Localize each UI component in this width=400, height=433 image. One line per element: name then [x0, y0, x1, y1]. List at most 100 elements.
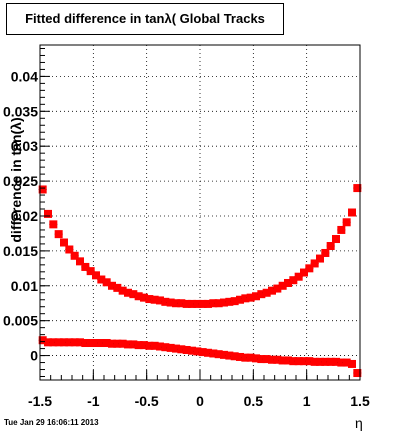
- data-point-series-2: [300, 357, 308, 366]
- data-point-series-2: [252, 354, 260, 363]
- data-point-series-2: [166, 343, 175, 352]
- data-point-series-2: [60, 338, 68, 347]
- data-point-series-2: [230, 352, 239, 361]
- data-point-series-2: [353, 369, 362, 378]
- data-point-series-1: [182, 299, 191, 308]
- data-point-series-2: [129, 340, 138, 349]
- data-point-series-2: [214, 350, 223, 359]
- data-point-series-1: [305, 264, 314, 273]
- data-point-series-2: [278, 356, 287, 365]
- data-point-series-2: [332, 357, 340, 366]
- data-point-series-2: [70, 338, 79, 347]
- data-point-series-1: [209, 299, 218, 308]
- x-tick-label: 0: [196, 393, 204, 409]
- data-point-series-2: [305, 357, 314, 366]
- y-tick-label: 0.04: [11, 68, 38, 84]
- data-point-series-1: [236, 295, 244, 304]
- data-markers: [38, 184, 362, 378]
- data-point-series-1: [246, 293, 255, 302]
- x-tick-label: -1: [87, 393, 100, 409]
- data-point-series-2: [220, 350, 228, 359]
- data-point-series-2: [209, 349, 218, 358]
- x-tick-label: 1: [303, 393, 311, 409]
- data-point-series-2: [65, 338, 74, 347]
- data-point-series-1: [38, 185, 47, 194]
- data-point-series-2: [44, 338, 52, 347]
- data-point-series-1: [278, 281, 287, 290]
- data-point-series-1: [81, 262, 90, 271]
- data-point-series-1: [294, 272, 303, 281]
- data-point-series-2: [268, 355, 276, 364]
- data-point-series-1: [220, 298, 228, 307]
- data-point-series-1: [353, 184, 362, 193]
- timestamp: Tue Jan 29 16:06:11 2013: [4, 418, 99, 427]
- data-point-series-2: [188, 346, 196, 355]
- data-point-series-2: [140, 341, 148, 350]
- data-point-series-1: [230, 297, 239, 306]
- data-point-series-2: [337, 358, 346, 367]
- data-point-series-2: [92, 339, 100, 348]
- data-point-series-2: [289, 357, 298, 366]
- y-tick-label: 0.025: [3, 173, 38, 189]
- data-point-series-1: [273, 284, 282, 293]
- data-point-series-1: [97, 275, 106, 284]
- data-point-series-2: [316, 357, 324, 366]
- data-point-series-2: [241, 353, 250, 362]
- data-point-series-2: [172, 344, 180, 353]
- data-point-series-1: [124, 288, 132, 297]
- chart-title-box: Fitted difference in tanλ( Global Tracks: [6, 3, 284, 35]
- data-point-series-1: [156, 296, 164, 305]
- data-point-series-1: [129, 290, 138, 299]
- data-point-series-2: [102, 339, 111, 348]
- data-point-series-1: [342, 218, 351, 227]
- data-point-series-2: [113, 339, 122, 348]
- data-point-series-2: [81, 339, 90, 348]
- data-point-series-2: [321, 357, 330, 366]
- data-point-series-1: [326, 242, 335, 250]
- x-tick-label: -1.5: [28, 393, 52, 409]
- data-point-series-2: [198, 348, 207, 357]
- data-point-series-1: [284, 278, 292, 287]
- data-point-series-1: [113, 283, 122, 292]
- data-point-series-1: [321, 248, 330, 257]
- y-tick-label: 0: [30, 348, 38, 364]
- data-point-series-1: [193, 299, 202, 308]
- data-point-series-1: [54, 230, 63, 239]
- data-point-series-2: [177, 345, 186, 354]
- data-point-series-1: [86, 267, 95, 276]
- data-point-series-1: [166, 298, 175, 307]
- data-point-series-1: [262, 288, 271, 297]
- data-point-series-2: [54, 338, 63, 347]
- data-point-series-1: [177, 299, 186, 308]
- data-point-series-2: [225, 351, 234, 360]
- data-point-series-1: [172, 299, 180, 308]
- data-point-series-1: [108, 281, 116, 290]
- data-point-series-1: [310, 259, 319, 268]
- data-point-series-1: [92, 271, 100, 280]
- grid-lines: [40, 45, 360, 380]
- data-point-series-1: [332, 235, 340, 244]
- y-tick-label: 0.005: [3, 313, 38, 329]
- data-point-series-1: [252, 292, 260, 301]
- data-point-series-2: [118, 339, 127, 348]
- data-point-series-1: [60, 238, 68, 247]
- data-point-series-2: [145, 341, 154, 350]
- data-point-series-1: [65, 245, 74, 254]
- data-point-series-1: [44, 209, 52, 218]
- y-tick-label: 0.035: [3, 103, 38, 119]
- data-point-series-2: [257, 355, 266, 364]
- data-point-series-2: [193, 347, 202, 356]
- y-tick-labels: 0 0.005 0.01 0.015 0.02 0.025 0.03 0.035 0.04: [3, 68, 38, 363]
- data-point-series-1: [214, 299, 223, 308]
- x-tick-label: -0.5: [135, 393, 159, 409]
- data-point-series-1: [102, 278, 111, 287]
- data-point-series-2: [76, 338, 84, 347]
- data-point-series-1: [49, 220, 58, 229]
- data-point-series-1: [76, 257, 84, 266]
- data-point-series-2: [262, 355, 271, 364]
- y-tick-label: 0.015: [3, 243, 38, 259]
- data-point-series-1: [268, 286, 276, 295]
- data-point-series-1: [198, 299, 207, 308]
- y-tick-label: 0.02: [11, 208, 38, 224]
- data-point-series-2: [38, 336, 47, 345]
